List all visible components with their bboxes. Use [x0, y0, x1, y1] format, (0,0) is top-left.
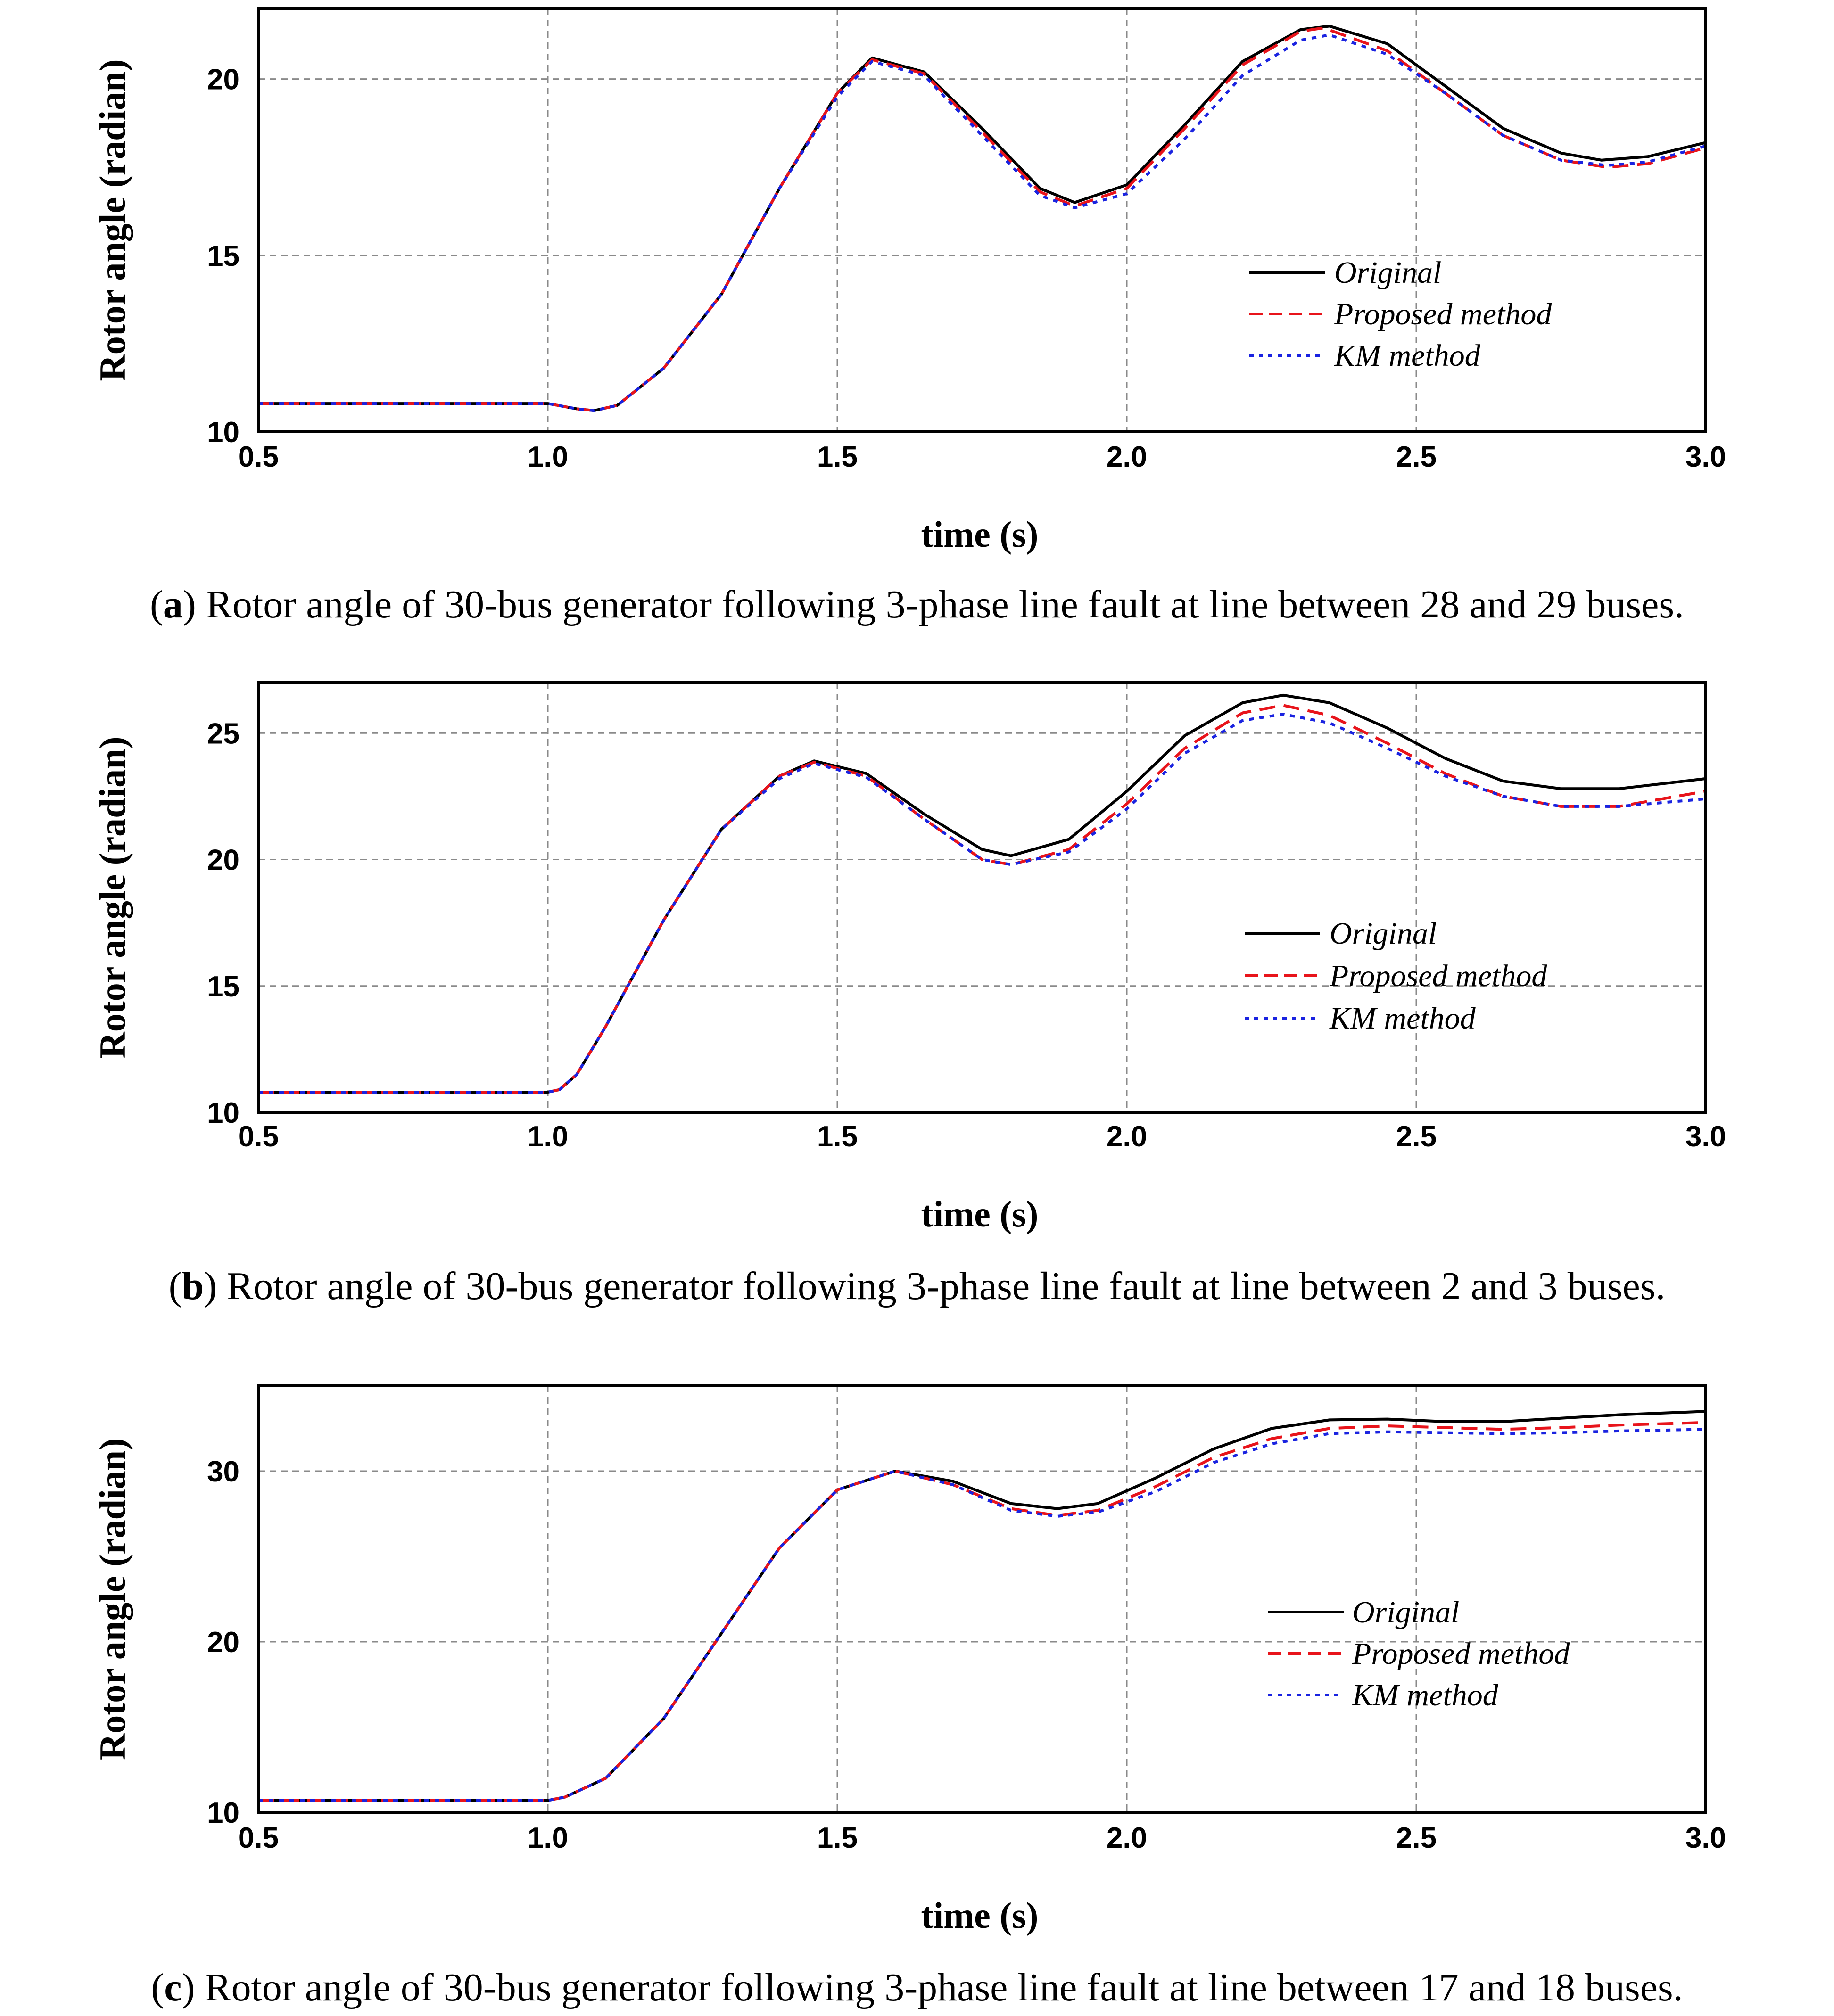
- legend-label: Original: [1330, 916, 1437, 951]
- chart-panel-c: 0.5 1.0 1.5 2.0 2.5 3.0 10 20 30 time (s) Rotor an…: [92, 1384, 1726, 2009]
- x-tick-label: 1.0: [528, 1822, 568, 1854]
- x-tick-label: 3.0: [1685, 1120, 1726, 1153]
- y-tick-label: 15: [207, 971, 240, 1003]
- caption-letter: b: [182, 1264, 204, 1308]
- legend: Original Proposed method KM method: [1245, 916, 1547, 1036]
- y-tick-label: 10: [207, 1097, 240, 1129]
- figure-caption: (a) Rotor angle of 30-bus generator foll…: [150, 583, 1684, 626]
- y-axis-label: Rotor angle (radian): [92, 59, 133, 381]
- series-line-km-method: [258, 1428, 1706, 1802]
- y-tick-label: 20: [207, 844, 240, 877]
- legend: Original Proposed method KM method: [1268, 1595, 1570, 1712]
- x-axis-label: time (s): [921, 1193, 1038, 1234]
- x-tick-label: 2.5: [1396, 1822, 1437, 1854]
- legend-label: Proposed method: [1329, 959, 1547, 993]
- legend-label: Original: [1334, 255, 1441, 290]
- y-tick-label: 10: [207, 416, 240, 449]
- series-line-proposed-method: [258, 704, 1706, 1094]
- legend-label: KM method: [1334, 338, 1481, 373]
- series-line-km-method: [258, 713, 1706, 1094]
- x-tick-label: 3.0: [1685, 441, 1726, 473]
- x-tick-label: 0.5: [238, 1822, 279, 1854]
- chart-panel-a: 0.5 1.0 1.5 2.0 2.5 3.0 10 15 20 time (s) Rotor an…: [92, 7, 1726, 626]
- legend-label: Proposed method: [1352, 1637, 1570, 1671]
- legend-label: KM method: [1329, 1001, 1476, 1036]
- series-line-proposed-method: [258, 26, 1706, 412]
- plot-frame: [257, 681, 1707, 1114]
- x-tick-label: 1.5: [817, 1120, 858, 1153]
- y-tick-label: 10: [207, 1797, 240, 1829]
- x-axis-label: time (s): [921, 1895, 1038, 1936]
- y-axis-label: Rotor angle (radian): [92, 736, 133, 1058]
- figure-caption: (b) Rotor angle of 30-bus generator foll…: [169, 1264, 1666, 1308]
- x-tick-label: 1.0: [528, 441, 568, 473]
- series-line-original: [258, 693, 1706, 1094]
- x-tick-label: 2.5: [1396, 441, 1437, 473]
- y-tick-label: 30: [207, 1456, 240, 1488]
- y-tick-label: 15: [207, 240, 240, 272]
- chart-panel-b: 0.5 1.0 1.5 2.0 2.5 3.0 10 15 20 25 time (s) Rotor …: [92, 681, 1726, 1308]
- caption-text: Rotor angle of 30-bus generator followin…: [205, 1966, 1683, 2009]
- legend-label: KM method: [1352, 1678, 1499, 1712]
- legend-label: Original: [1352, 1595, 1459, 1629]
- plot-frame: [257, 7, 1707, 433]
- y-tick-label: 25: [207, 717, 240, 750]
- y-tick-label: 20: [207, 64, 240, 96]
- x-tick-label: 0.5: [238, 441, 279, 473]
- series-line-proposed-method: [258, 1421, 1706, 1802]
- x-tick-label: 3.0: [1685, 1822, 1726, 1854]
- x-tick-label: 0.5: [238, 1120, 279, 1153]
- y-axis-label: Rotor angle (radian): [92, 1438, 133, 1760]
- x-tick-label: 2.0: [1107, 1822, 1147, 1854]
- x-tick-label: 1.0: [528, 1120, 568, 1153]
- series-line-original: [258, 25, 1706, 412]
- y-tick-label: 20: [207, 1626, 240, 1659]
- x-axis-label: time (s): [921, 514, 1038, 555]
- plot-frame: [257, 1384, 1707, 1814]
- caption-text: Rotor angle of 30-bus generator followin…: [206, 583, 1684, 626]
- legend-label: Proposed method: [1334, 297, 1552, 331]
- x-tick-label: 2.5: [1396, 1120, 1437, 1153]
- series-line-original: [258, 1410, 1706, 1802]
- x-tick-label: 2.0: [1107, 441, 1147, 473]
- x-tick-label: 2.0: [1107, 1120, 1147, 1153]
- caption-letter: a: [163, 583, 183, 626]
- series-line-km-method: [258, 33, 1706, 412]
- x-tick-label: 1.5: [817, 441, 858, 473]
- x-tick-label: 1.5: [817, 1822, 858, 1854]
- legend: Original Proposed method KM method: [1249, 255, 1552, 373]
- caption-letter: c: [164, 1966, 182, 2009]
- caption-text: Rotor angle of 30-bus generator followin…: [227, 1264, 1665, 1308]
- figure-caption: (c) Rotor angle of 30-bus generator foll…: [151, 1966, 1683, 2009]
